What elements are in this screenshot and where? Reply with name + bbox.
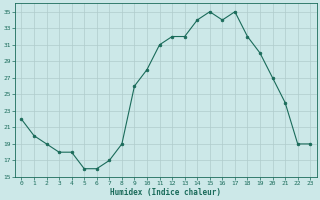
X-axis label: Humidex (Indice chaleur): Humidex (Indice chaleur) bbox=[110, 188, 221, 197]
